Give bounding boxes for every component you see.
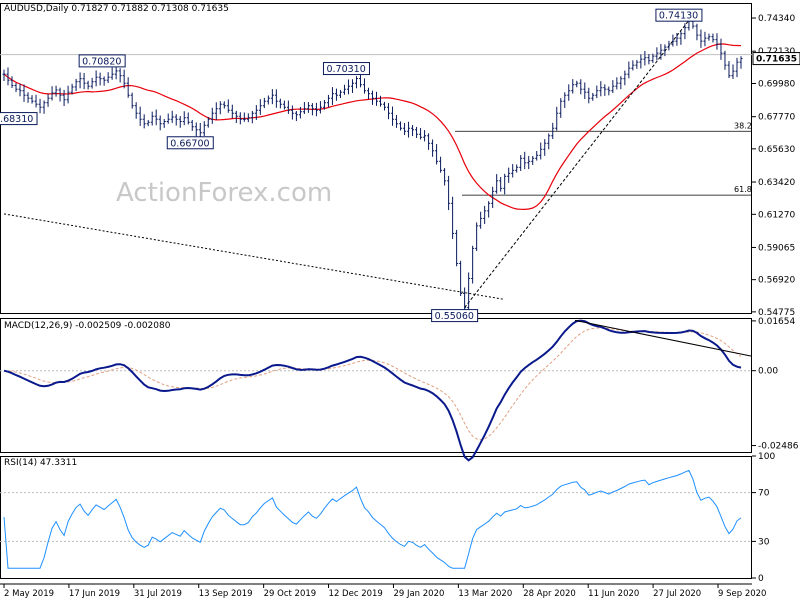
rsi-y-tick-label: 70 <box>758 489 770 499</box>
x-tick-label: 11 Jun 2020 <box>588 589 639 599</box>
moving-average-dashed <box>3 213 505 300</box>
fib-level-label: 61.8 <box>734 185 752 194</box>
x-tick-label: 9 Sep 2020 <box>718 589 766 599</box>
price-y-tick-label: 0.54775 <box>758 308 795 318</box>
price-y-tick-label: 0.56920 <box>758 276 795 286</box>
price-y-tick-label: 0.63420 <box>758 178 795 188</box>
x-tick-label: 13 Sep 2019 <box>199 589 253 599</box>
price-pane-frame <box>0 3 752 314</box>
macd-line <box>3 319 742 462</box>
macd-trendline <box>574 319 753 357</box>
x-tick-label: 12 Dec 2019 <box>329 589 383 599</box>
watermark: ActionForex.com <box>116 178 333 208</box>
price-pane-title: AUDUSD,Daily 0.71827 0.71882 0.71308 0.7… <box>4 4 229 14</box>
x-tick-label: 28 Apr 2020 <box>523 589 576 599</box>
macd-y-tick-label: 0.00 <box>758 367 778 377</box>
rsi-y-tick-label: 0 <box>758 574 764 584</box>
rsi-line <box>3 469 742 569</box>
price-annotation-box <box>78 54 126 68</box>
price-annotation-label: 0.55060 <box>435 311 474 322</box>
x-tick-label: 17 Jun 2019 <box>69 589 120 599</box>
price-y-tick-label: 0.69980 <box>758 80 795 90</box>
trendline-dashed <box>464 14 694 308</box>
price-annotation-box <box>166 136 214 150</box>
price-annotation-box <box>322 62 370 76</box>
price-annotation-label: 0.66700 <box>170 138 209 149</box>
price-y-tick-label: 0.59065 <box>758 243 795 253</box>
price-y-tick-label: 0.67770 <box>758 113 795 123</box>
x-tick-label: 27 Jul 2020 <box>653 589 701 599</box>
x-tick-label: 29 Oct 2019 <box>264 589 317 599</box>
macd-y-tick-label: 0.01654 <box>758 317 795 327</box>
macd-y-tick-label: -0.02486 <box>758 442 799 452</box>
current-price-tag: 0.71635 <box>756 55 797 65</box>
rsi-pane-title: RSI(14) 47.3311 <box>4 458 78 468</box>
price-annotation-box <box>431 309 479 323</box>
price-annotation-label: 0.70820 <box>82 56 121 67</box>
x-tick-label: 31 Jul 2019 <box>134 589 182 599</box>
price-annotation-label: 0.74130 <box>659 11 698 22</box>
price-annotation-box <box>655 8 703 22</box>
x-tick-label: 2 May 2019 <box>4 589 54 599</box>
macd-pane-title: MACD(12,26,9) -0.002509 -0.002080 <box>4 321 171 331</box>
price-y-tick-label: 0.65630 <box>758 145 795 155</box>
price-annotation-label: 0.68310 <box>0 114 33 125</box>
macd-signal-line <box>3 327 742 441</box>
macd-pane-frame <box>0 318 752 453</box>
fib-level-label: 38.2 <box>734 121 752 130</box>
price-annotation-box <box>0 112 38 126</box>
price-y-tick-label: 0.74340 <box>758 14 795 24</box>
price-annotation-label: 0.70310 <box>326 64 365 75</box>
price-y-tick-label: 0.61270 <box>758 210 795 220</box>
rsi-y-tick-label: 100 <box>758 452 775 462</box>
current-price-tag-box <box>752 52 800 66</box>
rsi-y-tick-label: 30 <box>758 537 770 547</box>
moving-average-red <box>3 43 742 211</box>
rsi-pane-frame <box>0 456 752 579</box>
x-tick-label: 29 Jan 2020 <box>393 589 444 599</box>
x-tick-label: 13 Mar 2020 <box>458 589 512 599</box>
